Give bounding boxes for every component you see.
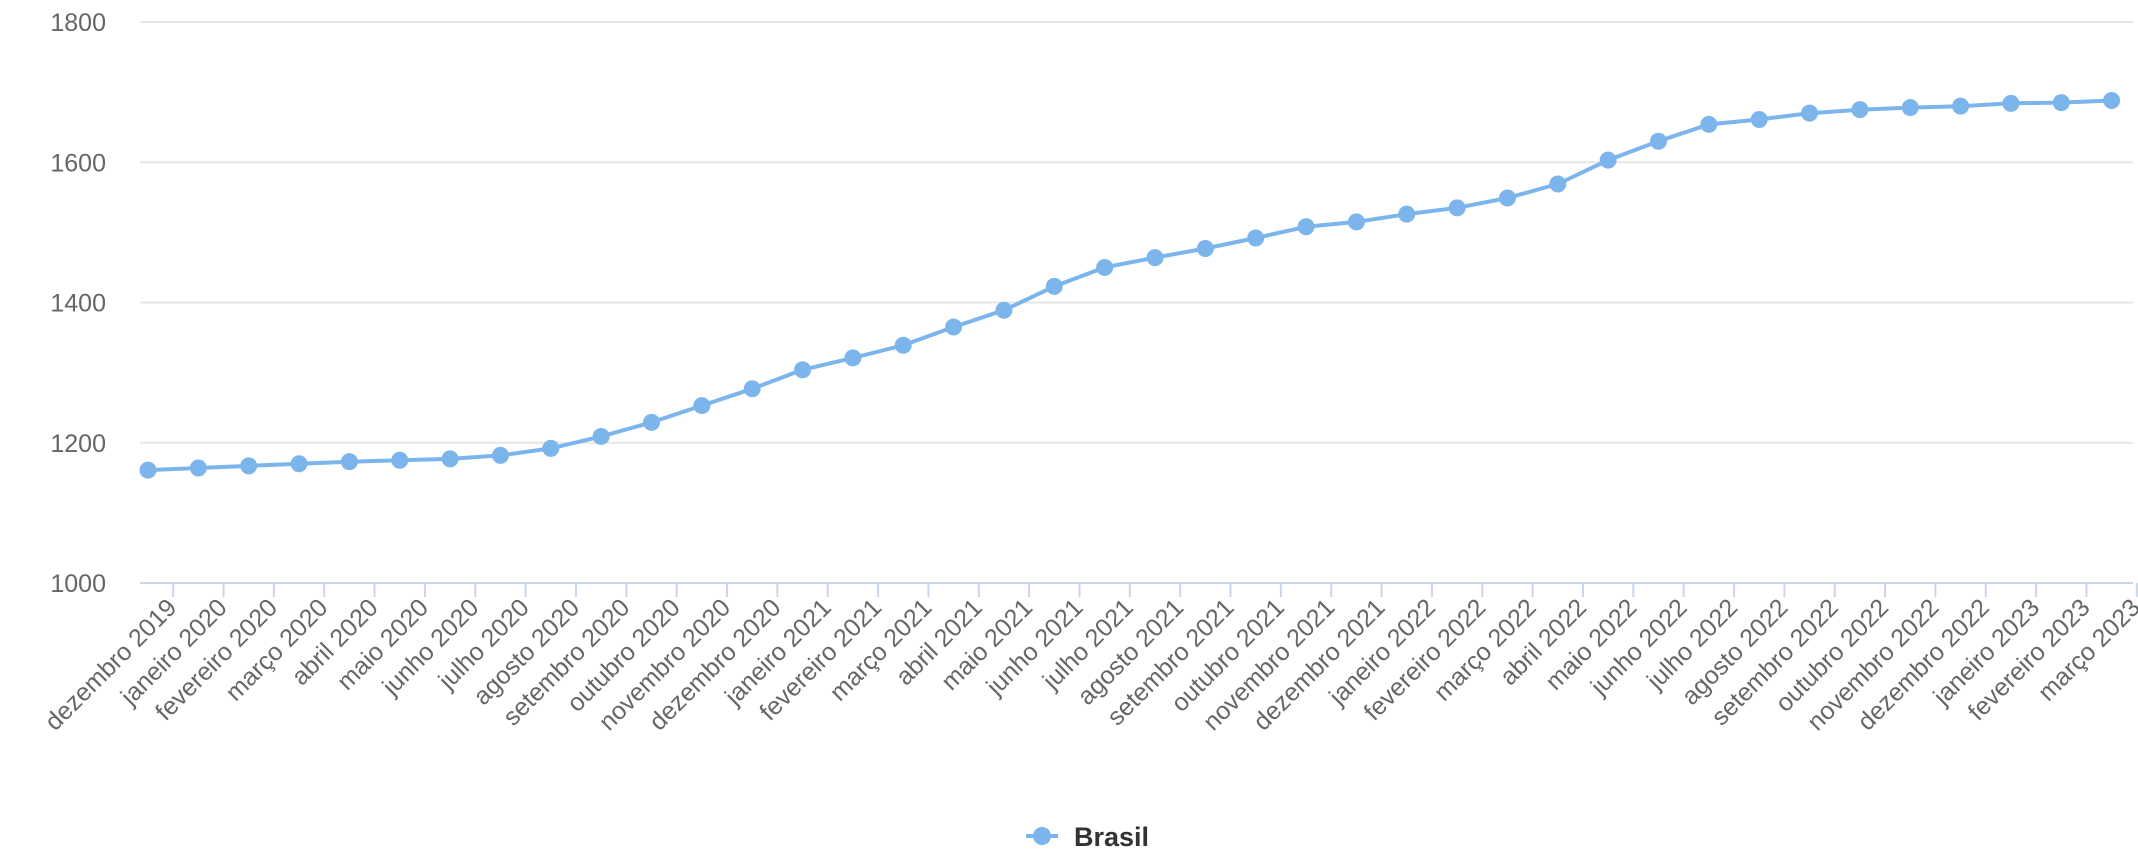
data-point[interactable] [542,439,560,457]
legend[interactable]: Brasil [1026,822,1149,850]
data-point[interactable] [1096,258,1114,276]
data-point[interactable] [995,301,1013,319]
data-point[interactable] [1650,132,1667,150]
y-tick-label: 1000 [50,570,106,598]
data-point[interactable] [1196,240,1214,258]
data-point[interactable] [1146,249,1164,267]
data-point[interactable] [592,427,610,445]
data-point[interactable] [1549,175,1567,193]
y-tick-label: 1800 [50,9,106,37]
data-point[interactable] [1398,205,1416,223]
data-point[interactable] [1750,110,1768,128]
data-point[interactable] [1599,151,1617,169]
y-tick-label: 1600 [50,149,106,177]
data-point[interactable] [1347,213,1365,231]
data-point[interactable] [2052,94,2070,112]
data-point[interactable] [189,459,207,477]
data-point[interactable] [2002,94,2020,112]
data-point[interactable] [290,455,308,473]
y-tick-label: 1200 [50,430,106,458]
data-point[interactable] [491,446,509,464]
data-point[interactable] [1801,104,1819,122]
data-point[interactable] [441,450,459,468]
data-point[interactable] [643,413,660,431]
data-point[interactable] [743,380,761,398]
data-point[interactable] [794,361,812,379]
data-point[interactable] [693,397,711,415]
data-point[interactable] [340,453,358,471]
data-point[interactable] [1448,199,1466,217]
data-point[interactable] [1700,115,1718,133]
legend-marker [1033,827,1051,845]
data-point[interactable] [1498,189,1516,207]
data-point[interactable] [1045,277,1063,295]
data-point[interactable] [1297,218,1315,236]
legend-label[interactable]: Brasil [1074,822,1149,850]
data-point[interactable] [1851,101,1869,119]
data-point[interactable] [844,349,862,367]
grid-layer [140,21,2133,444]
data-point[interactable] [945,318,963,336]
data-point[interactable] [240,457,258,475]
y-axis: 1000 1200 1400 1600 1800 [50,9,106,598]
data-point[interactable] [1901,99,1919,117]
y-tick-label: 1400 [50,290,106,318]
data-point[interactable] [1247,229,1265,247]
data-point[interactable] [1952,97,1970,115]
data-point[interactable] [894,336,912,354]
data-point[interactable] [139,461,157,479]
series-line-brasil [146,98,2114,473]
data-point[interactable] [2103,92,2121,110]
data-point[interactable] [391,451,409,469]
series-layer [139,92,2121,479]
